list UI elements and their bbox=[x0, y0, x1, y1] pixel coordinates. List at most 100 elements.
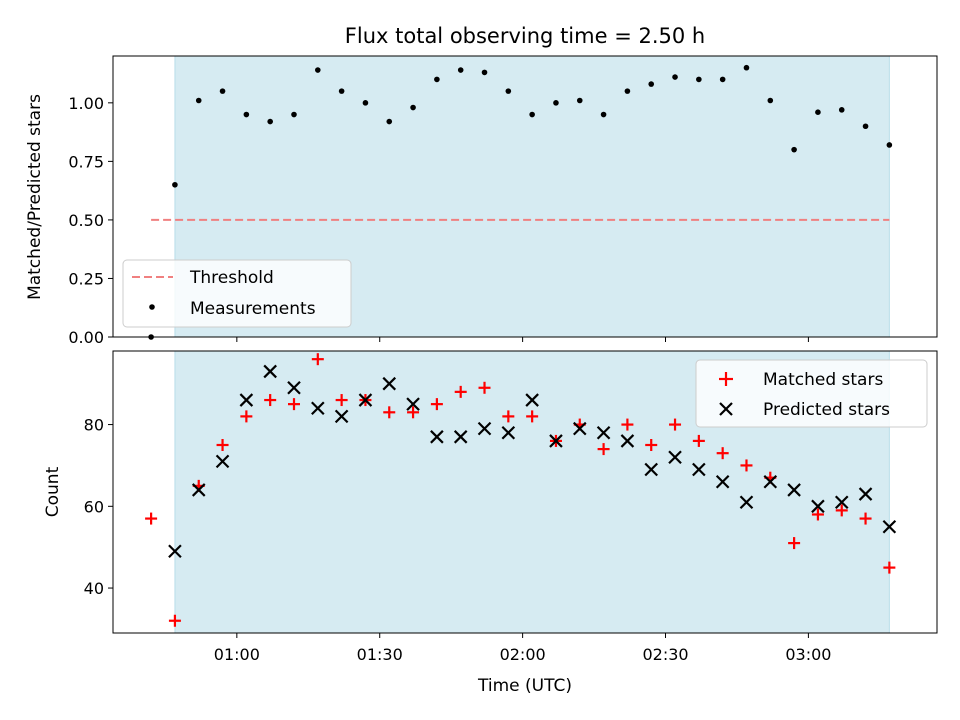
matched-point bbox=[478, 381, 491, 394]
bottom-panel: 40 60 80 01:00 01:30 02:00 02:30 03:00 Time (U… bbox=[43, 350, 938, 696]
measurement-point bbox=[481, 69, 488, 76]
bottom-y-tick-label: 80 bbox=[84, 416, 104, 435]
measurement-point bbox=[219, 88, 226, 94]
bottom-legend: Matched stars Predicted stars bbox=[695, 359, 928, 428]
bottom-points bbox=[145, 353, 897, 627]
measurement-point bbox=[791, 146, 797, 153]
top-panel: 0.00 0.25 0.50 0.75 1.00 Flux total observin… bbox=[25, 24, 938, 347]
predicted-point bbox=[311, 401, 325, 415]
predicted-point bbox=[430, 430, 444, 444]
measurement-point bbox=[624, 88, 631, 94]
measurement-point bbox=[195, 97, 202, 104]
predicted-point bbox=[715, 475, 730, 489]
predicted-point bbox=[668, 450, 682, 465]
matched-point bbox=[692, 434, 705, 447]
predicted-point bbox=[406, 397, 420, 411]
predicted-point bbox=[763, 475, 778, 489]
matched-point bbox=[621, 418, 634, 431]
predicted-point bbox=[620, 434, 635, 448]
measurement-point bbox=[743, 64, 750, 71]
top-x-ticks bbox=[236, 337, 809, 342]
measurement-point bbox=[815, 109, 821, 115]
matched-point bbox=[716, 447, 729, 460]
matched-point bbox=[383, 406, 396, 419]
predicted-point bbox=[811, 499, 825, 514]
measurement-point bbox=[362, 100, 369, 106]
predicted-point bbox=[191, 483, 206, 497]
predicted-point bbox=[644, 462, 658, 477]
bottom-y-tick-label: 40 bbox=[84, 579, 104, 598]
measurement-point bbox=[576, 97, 583, 104]
top-legend-box bbox=[122, 259, 352, 328]
predicted-point bbox=[834, 495, 849, 509]
matched-point bbox=[168, 614, 181, 627]
matched-point bbox=[740, 459, 753, 472]
legend-matched-label: Matched stars bbox=[763, 370, 883, 390]
matched-point bbox=[430, 398, 443, 411]
measurement-point bbox=[600, 111, 607, 118]
matched-point bbox=[335, 394, 348, 407]
matched-point bbox=[287, 398, 300, 411]
top-legend: Threshold Measurements bbox=[122, 259, 352, 328]
measurement-point bbox=[886, 142, 893, 148]
bottom-y-tick-label: 60 bbox=[84, 497, 104, 516]
measurement-point bbox=[838, 107, 845, 113]
measurement-point bbox=[457, 67, 464, 73]
x-tick-label: 02:00 bbox=[500, 645, 546, 664]
matched-point bbox=[883, 561, 896, 574]
legend-threshold-label: Threshold bbox=[189, 268, 274, 288]
matched-point bbox=[645, 439, 658, 451]
matched-point bbox=[264, 394, 277, 407]
measurement-point bbox=[719, 76, 726, 83]
matched-point bbox=[788, 537, 801, 550]
top-y-axis-label: Matched/Predicted stars bbox=[25, 94, 45, 300]
x-tick-label: 03:00 bbox=[785, 645, 831, 664]
predicted-point bbox=[596, 425, 611, 440]
bottom-y-ticks: 40 60 80 bbox=[84, 416, 113, 598]
bottom-y-axis-label: Count bbox=[43, 466, 63, 517]
measurement-point bbox=[434, 76, 440, 83]
matched-point bbox=[669, 418, 682, 431]
measurement-point bbox=[338, 88, 345, 94]
top-axes-frame bbox=[112, 55, 938, 338]
predicted-point bbox=[168, 544, 182, 559]
measurement-point bbox=[672, 74, 678, 80]
predicted-point bbox=[525, 393, 539, 407]
x-tick-label: 02:30 bbox=[642, 645, 688, 664]
top-y-ticks: 0.00 0.25 0.50 0.75 1.00 bbox=[68, 94, 113, 347]
matched-point bbox=[407, 406, 420, 419]
matched-point bbox=[835, 504, 848, 517]
predicted-point bbox=[572, 421, 587, 436]
legend-measurements-swatch bbox=[149, 304, 155, 310]
predicted-point bbox=[882, 519, 897, 534]
matched-point bbox=[811, 508, 824, 521]
measurement-point bbox=[505, 88, 512, 94]
legend-predicted-label: Predicted stars bbox=[763, 400, 890, 420]
predicted-point bbox=[501, 425, 516, 440]
predicted-point bbox=[692, 462, 706, 477]
bottom-axes-frame bbox=[112, 350, 938, 634]
top-y-tick-label: 0.00 bbox=[68, 328, 104, 347]
measurement-point bbox=[529, 111, 535, 118]
measurement-point bbox=[410, 104, 416, 111]
measurement-point bbox=[648, 81, 655, 87]
predicted-point bbox=[287, 381, 301, 395]
predicted-point bbox=[334, 409, 349, 424]
measurement-point bbox=[386, 118, 393, 125]
measurement-point bbox=[315, 67, 321, 73]
x-tick-label: 01:00 bbox=[214, 645, 260, 664]
predicted-point bbox=[549, 434, 563, 448]
matched-point bbox=[216, 439, 229, 451]
matched-point bbox=[526, 410, 539, 423]
predicted-point bbox=[477, 421, 492, 436]
top-y-tick-label: 1.00 bbox=[68, 94, 104, 113]
matched-point bbox=[145, 512, 158, 525]
matched-point bbox=[859, 512, 872, 525]
matched-point bbox=[597, 443, 610, 456]
measurement-point bbox=[553, 100, 559, 106]
x-axis-label: Time (UTC) bbox=[477, 676, 572, 696]
legend-matched-swatch bbox=[719, 372, 733, 386]
measurement-point bbox=[696, 76, 702, 83]
predicted-point bbox=[858, 487, 873, 501]
